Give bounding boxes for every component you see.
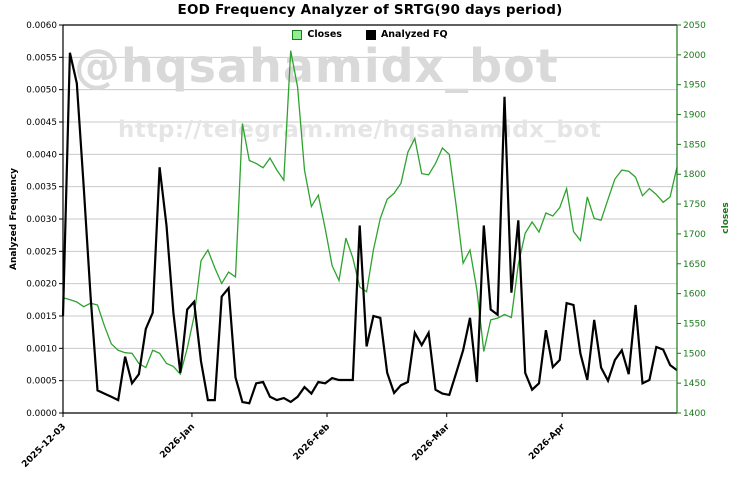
analyzed-fq-line [61, 52, 678, 405]
x-tick-label: 2026-Mar [411, 422, 453, 464]
left-tick-label: 0.0055 [26, 53, 57, 63]
x-tick-label: 2026-Apr [527, 422, 567, 462]
left-tick-label: 0.0025 [26, 247, 57, 257]
left-axis-title: Analyzed Frequency [9, 168, 19, 270]
right-tick-label: 1900 [683, 111, 706, 121]
left-tick-label: 0.0045 [26, 118, 57, 128]
right-tick-label: 1400 [683, 409, 706, 419]
right-tick-label: 1700 [683, 230, 706, 240]
left-tick-label: 0.0000 [26, 409, 57, 419]
right-tick-label: 1950 [683, 81, 706, 91]
right-tick-label: 1600 [683, 290, 706, 300]
right-tick-label: 1800 [683, 170, 706, 180]
right-tick-label: 1550 [683, 319, 706, 329]
left-tick-label: 0.0030 [26, 215, 57, 225]
left-tick-label: 0.0020 [26, 280, 57, 290]
left-tick-label: 0.0035 [26, 183, 57, 193]
x-tick-label: 2026-Jan [158, 422, 197, 461]
right-tick-label: 2000 [683, 51, 706, 61]
left-tick-label: 0.0050 [26, 86, 57, 96]
right-tick-label: 1650 [683, 260, 706, 270]
left-tick-label: 0.0060 [26, 21, 57, 31]
left-tick-label: 0.0010 [26, 344, 57, 354]
left-tick-label: 0.0015 [26, 312, 57, 322]
left-tick-label: 0.0005 [26, 377, 57, 387]
right-tick-label: 2050 [683, 21, 706, 31]
closes-line [62, 50, 678, 376]
right-tick-label: 1750 [683, 200, 706, 210]
right-axis-title: closes [721, 202, 731, 234]
x-tick-label: 2026-Feb [292, 422, 333, 463]
right-tick-label: 1500 [683, 349, 706, 359]
watermark-url-text: http://telegram.me/hqsahamidx_bot [118, 117, 601, 143]
right-tick-label: 1850 [683, 140, 706, 150]
left-tick-label: 0.0040 [26, 150, 57, 160]
x-tick-label: 2025-12-03 [20, 422, 68, 470]
chart-title: EOD Frequency Analyzer of SRTG(90 days p… [177, 2, 563, 18]
right-tick-label: 1450 [683, 379, 706, 389]
watermark-handle-text: @hqsahamidx_bot [74, 39, 559, 93]
